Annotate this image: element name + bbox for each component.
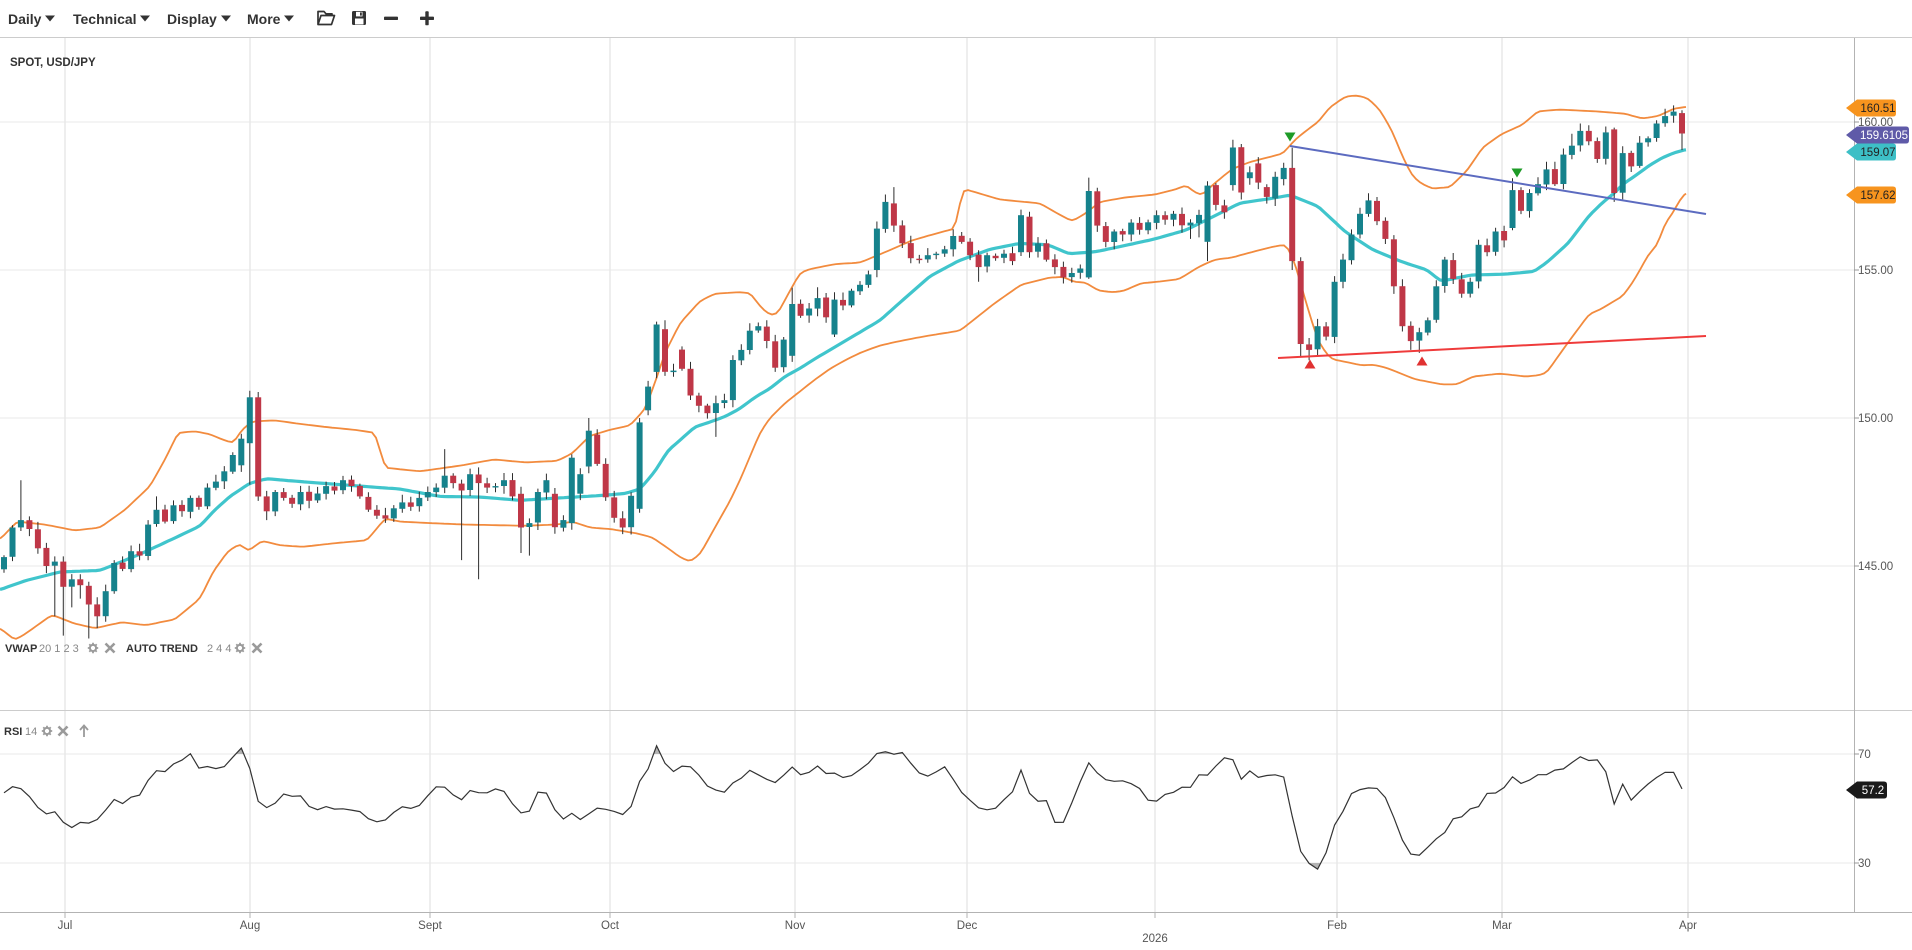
svg-text:Technical: Technical <box>73 11 137 27</box>
svg-text:57.2: 57.2 <box>1862 785 1884 797</box>
svg-text:150.00: 150.00 <box>1858 413 1893 425</box>
svg-text:160.51: 160.51 <box>1860 103 1895 115</box>
svg-text:Oct: Oct <box>601 920 620 932</box>
svg-text:159.6105: 159.6105 <box>1860 130 1908 142</box>
svg-text:2 4 4: 2 4 4 <box>207 643 231 655</box>
svg-text:AUTO TREND: AUTO TREND <box>126 643 198 655</box>
svg-text:157.62: 157.62 <box>1860 190 1895 202</box>
svg-text:2026: 2026 <box>1142 933 1168 945</box>
svg-text:30: 30 <box>1858 858 1871 870</box>
svg-text:14: 14 <box>25 726 37 738</box>
svg-text:159.07: 159.07 <box>1860 147 1895 159</box>
svg-text:Feb: Feb <box>1327 920 1347 932</box>
svg-text:Jul: Jul <box>58 920 73 932</box>
svg-text:Daily: Daily <box>8 11 42 27</box>
svg-text:145.00: 145.00 <box>1858 561 1893 573</box>
svg-text:70: 70 <box>1858 749 1871 761</box>
svg-text:160.00: 160.00 <box>1858 117 1893 129</box>
svg-text:20 1 2 3: 20 1 2 3 <box>39 643 79 655</box>
svg-text:155.00: 155.00 <box>1858 265 1893 277</box>
svg-text:Mar: Mar <box>1492 920 1512 932</box>
svg-text:Dec: Dec <box>957 920 978 932</box>
svg-text:Nov: Nov <box>785 920 806 932</box>
svg-text:More: More <box>247 11 281 27</box>
svg-text:Apr: Apr <box>1679 920 1697 932</box>
svg-text:Sept: Sept <box>418 920 442 932</box>
svg-text:SPOT, USD/JPY: SPOT, USD/JPY <box>10 57 96 69</box>
svg-text:RSI: RSI <box>4 726 22 738</box>
svg-text:Display: Display <box>167 11 217 27</box>
svg-text:Aug: Aug <box>240 920 260 932</box>
svg-text:VWAP: VWAP <box>5 643 37 655</box>
